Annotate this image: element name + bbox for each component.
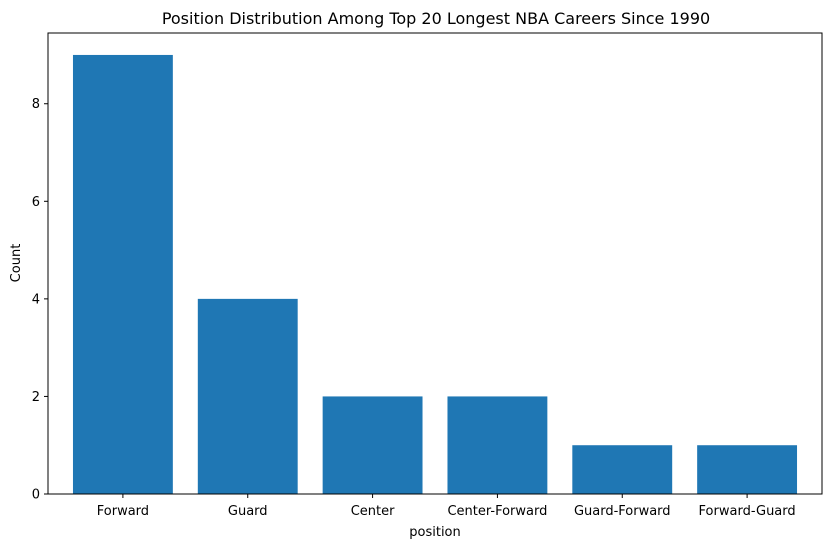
bar-guard: [197, 298, 298, 494]
bars-layer: [72, 54, 798, 494]
x-tick-label: Forward: [97, 504, 149, 519]
x-tick-label: Guard: [228, 504, 268, 519]
y-tick-label: 8: [32, 97, 40, 112]
bar-guard-forward: [572, 445, 673, 494]
y-tick-label: 4: [32, 292, 40, 307]
x-tick-label: Forward-Guard: [699, 504, 796, 519]
x-axis: Forward Guard Center Center-Forward Guard-Fo…: [97, 494, 796, 519]
x-tick-label: Center-Forward: [447, 504, 547, 519]
bar-center: [322, 396, 423, 494]
bar-center-forward: [447, 396, 548, 494]
y-tick-label: 0: [32, 488, 40, 503]
y-axis-label: Count: [9, 244, 24, 283]
plot-frame: [47, 32, 823, 495]
x-tick-label: Center: [351, 504, 395, 519]
y-tick-label: 2: [32, 390, 40, 405]
bar-forward: [72, 54, 173, 494]
y-tick-label: 6: [32, 195, 40, 210]
y-axis: 0 2 4 6 8: [32, 97, 48, 503]
x-axis-label: position: [409, 525, 461, 540]
x-tick-label: Guard-Forward: [574, 504, 671, 519]
chart-title: Position Distribution Among Top 20 Longe…: [162, 9, 710, 28]
bar-forward-guard: [697, 445, 798, 494]
